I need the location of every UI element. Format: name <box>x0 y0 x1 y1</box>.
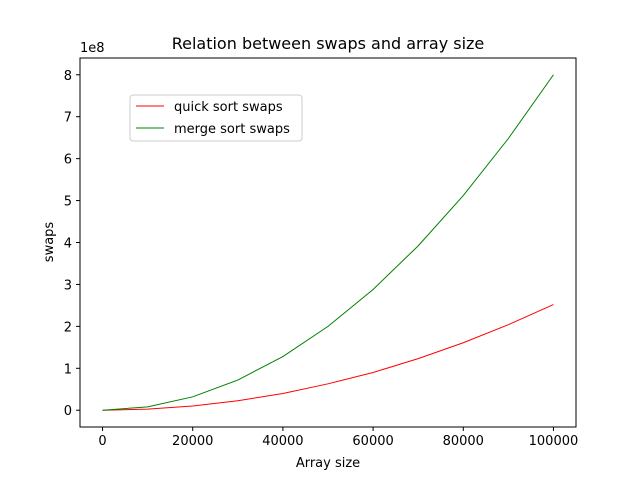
x-tick-label: 100000 <box>529 434 579 449</box>
x-tick-label: 80000 <box>443 434 484 449</box>
y-tick-label: 7 <box>64 111 72 126</box>
series-line-quick-sort-swaps <box>102 304 554 411</box>
x-tick-label: 0 <box>98 434 106 449</box>
y-axis: 0 1 2 3 4 5 6 7 8 <box>64 69 80 419</box>
x-tick-label: 60000 <box>352 434 393 449</box>
series-line-merge-sort-swaps <box>102 74 554 411</box>
legend: quick sort swaps merge sort swaps <box>129 94 303 142</box>
x-tick-label: 40000 <box>262 434 303 449</box>
y-tick-label: 0 <box>64 404 72 419</box>
y-tick-label: 3 <box>64 278 72 293</box>
y-tick-label: 6 <box>64 153 72 168</box>
chart-title: Relation between swaps and array size <box>172 34 485 53</box>
legend-label-merge-sort: merge sort swaps <box>174 122 290 137</box>
legend-box <box>129 94 303 142</box>
y-tick-label: 5 <box>64 195 72 210</box>
y-tick-label: 1 <box>64 362 72 377</box>
y-axis-label: swaps <box>42 222 57 263</box>
y-tick-label: 4 <box>64 237 72 252</box>
y-tick-label: 2 <box>64 320 72 335</box>
x-axis: 0 20000 40000 60000 80000 100000 <box>98 427 578 449</box>
legend-label-quick-sort: quick sort swaps <box>174 100 283 115</box>
series-group <box>102 74 554 411</box>
y-tick-label: 8 <box>64 69 72 84</box>
x-axis-label: Array size <box>296 456 360 471</box>
x-tick-label: 20000 <box>172 434 213 449</box>
y-scale-offset-label: 1e8 <box>80 41 105 56</box>
